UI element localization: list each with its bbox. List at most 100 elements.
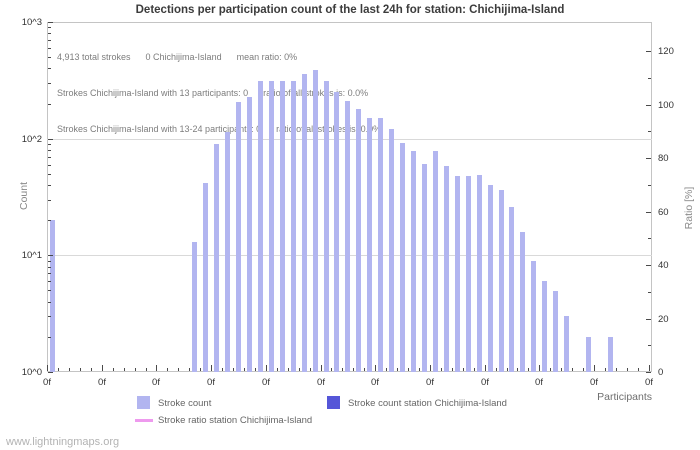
bar	[465, 175, 471, 372]
bar	[290, 81, 296, 372]
stats-line-13-24-participants: Strokes Chichijima-Island with 13-24 par…	[57, 124, 382, 134]
bottom-minor-tick	[222, 368, 223, 371]
right-major-tick	[646, 372, 651, 373]
left-major-tick	[48, 255, 53, 256]
bar	[257, 81, 263, 372]
bottom-minor-tick	[637, 368, 639, 371]
bottom-minor-tick	[440, 368, 442, 371]
bar	[50, 220, 55, 372]
bar	[378, 117, 384, 372]
left-tick-label: 10^3	[21, 17, 42, 28]
x-tick-label: 0f	[590, 377, 598, 388]
bar	[301, 73, 307, 372]
left-minor-tick	[48, 68, 51, 69]
bar	[421, 163, 427, 372]
bar	[487, 185, 493, 372]
bottom-minor-tick	[583, 368, 585, 371]
x-tick-label: 0f	[152, 377, 160, 388]
bottom-minor-tick	[495, 368, 497, 371]
bottom-minor-tick	[167, 368, 169, 371]
x-tick-label: 0f	[43, 377, 51, 388]
right-axis-title: Ratio [%]	[683, 186, 695, 230]
bottom-minor-tick	[550, 368, 552, 371]
legend-label-station-count: Stroke count station Chichijima-Island	[348, 398, 507, 409]
right-minor-tick	[648, 345, 651, 346]
left-tick-label: 10^1	[21, 250, 42, 261]
bottom-minor-tick	[506, 368, 508, 371]
left-major-tick	[48, 372, 53, 373]
right-tick-label: 120	[658, 46, 674, 57]
right-minor-tick	[648, 131, 651, 132]
bottom-minor-tick	[287, 368, 289, 371]
x-tick-label: 0f	[426, 377, 434, 388]
right-tick-label: 40	[658, 260, 669, 271]
left-minor-tick	[48, 281, 51, 282]
left-minor-tick	[48, 150, 51, 151]
bar	[214, 144, 220, 372]
bottom-minor-tick	[123, 368, 125, 371]
legend-swatch-station-count	[327, 396, 340, 409]
x-tick-label: 0f	[98, 377, 106, 388]
left-minor-tick	[48, 83, 51, 84]
bar	[531, 260, 537, 372]
bar	[389, 129, 395, 372]
bottom-minor-tick	[68, 368, 70, 371]
bottom-major-tick	[539, 365, 541, 371]
bottom-minor-tick	[200, 368, 202, 371]
bar	[432, 150, 438, 372]
bottom-minor-tick	[408, 368, 409, 371]
left-tick-label: 10^2	[21, 134, 42, 145]
left-minor-tick	[48, 316, 51, 317]
left-minor-tick	[48, 337, 51, 338]
right-major-tick	[646, 212, 651, 213]
left-minor-tick	[48, 57, 51, 58]
bottom-minor-tick	[397, 368, 399, 371]
bottom-minor-tick	[517, 368, 519, 371]
bottom-minor-tick	[298, 368, 300, 371]
bottom-minor-tick	[276, 368, 278, 371]
x-tick-label: 0f	[535, 377, 543, 388]
chart-title: Detections per participation count of th…	[135, 4, 565, 16]
bottom-minor-tick	[462, 368, 464, 371]
bottom-major-tick	[594, 365, 595, 371]
bar	[400, 143, 406, 372]
bottom-major-tick	[156, 365, 158, 371]
watermark-link[interactable]: www.lightningmaps.org	[6, 436, 120, 448]
bar	[607, 336, 613, 372]
left-tick-label: 10^0	[21, 367, 42, 378]
x-tick-label: 0f	[481, 377, 489, 388]
bottom-minor-tick	[451, 368, 453, 371]
legend-label-ratio-line: Stroke ratio station Chichijima-Island	[158, 415, 313, 426]
stats-line-13-participants: Strokes Chichijima-Island with 13 partic…	[57, 88, 369, 98]
left-minor-tick	[48, 273, 51, 274]
bottom-major-tick	[265, 365, 267, 371]
legend-swatch-ratio-line	[135, 419, 153, 422]
bar	[345, 101, 351, 372]
x-tick-label: 0f	[207, 377, 215, 388]
stats-line-totals: 4,913 total strokes 0 Chichijima-Island …	[57, 52, 298, 62]
bar	[542, 281, 548, 372]
left-minor-tick	[48, 40, 51, 41]
right-major-tick	[646, 105, 651, 106]
bar	[203, 182, 209, 372]
right-minor-tick	[648, 292, 651, 293]
bar	[586, 336, 591, 372]
left-minor-tick	[48, 48, 51, 49]
bottom-minor-tick	[90, 368, 92, 371]
bar	[498, 190, 504, 372]
bottom-major-tick	[320, 365, 322, 371]
bar	[553, 290, 559, 372]
right-tick-label: 60	[658, 207, 669, 218]
bar	[520, 231, 526, 372]
bar	[225, 131, 230, 372]
bar	[476, 174, 482, 372]
bottom-major-tick	[648, 365, 650, 371]
right-minor-tick	[648, 185, 651, 186]
left-minor-tick	[48, 220, 51, 221]
bar	[454, 175, 460, 372]
right-tick-label: 100	[658, 100, 674, 111]
bar	[235, 102, 241, 372]
bottom-minor-tick	[79, 368, 81, 371]
left-minor-tick	[48, 267, 51, 268]
bar	[564, 316, 570, 372]
